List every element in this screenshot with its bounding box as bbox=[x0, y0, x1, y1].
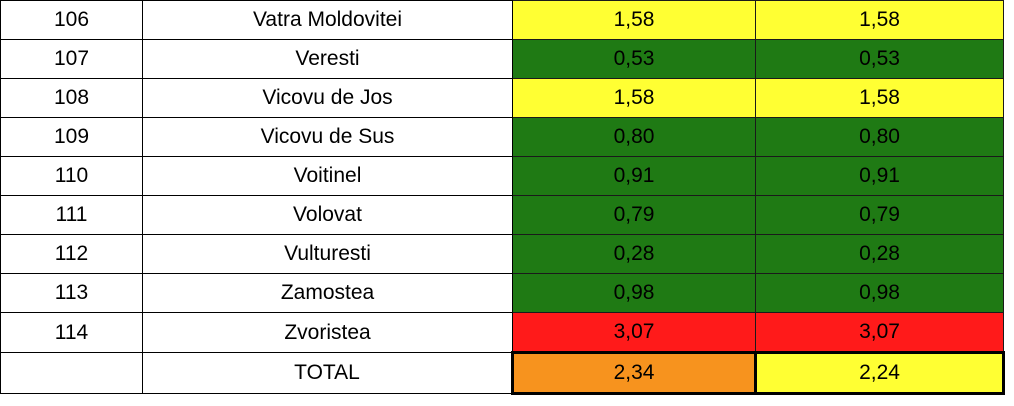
row-number-cell[interactable]: 110 bbox=[0, 156, 143, 196]
locality-name-cell[interactable]: Veresti bbox=[142, 39, 513, 79]
value-cell-1[interactable]: 0,79 bbox=[512, 195, 756, 235]
row-number-cell[interactable]: 114 bbox=[0, 312, 143, 353]
row-number-cell[interactable]: 113 bbox=[0, 273, 143, 313]
gridline-column bbox=[1003, 312, 1014, 353]
table-row: 111 Volovat 0,79 0,79 bbox=[0, 195, 1014, 235]
value-cell-1[interactable]: 0,28 bbox=[512, 234, 756, 274]
value-cell-2[interactable]: 3,07 bbox=[755, 312, 1004, 353]
value-cell-1[interactable]: 0,98 bbox=[512, 273, 756, 313]
table-row: 109 Vicovu de Sus 0,80 0,80 bbox=[0, 117, 1014, 157]
table-row: 106 Vatra Moldovitei 1,58 1,58 bbox=[0, 0, 1014, 40]
row-number-cell[interactable] bbox=[0, 352, 143, 394]
total-row: TOTAL 2,34 2,24 bbox=[0, 351, 1014, 395]
locality-name-cell[interactable]: Vicovu de Jos bbox=[142, 78, 513, 118]
value-cell-2[interactable]: 2,24 bbox=[754, 351, 1005, 395]
value-cell-2[interactable]: 0,80 bbox=[755, 117, 1004, 157]
gridline-column bbox=[1003, 156, 1014, 196]
row-number-cell[interactable]: 109 bbox=[0, 117, 143, 157]
value-cell-2[interactable]: 0,79 bbox=[755, 195, 1004, 235]
gridline-column bbox=[1003, 195, 1014, 235]
table-row: 113 Zamostea 0,98 0,98 bbox=[0, 273, 1014, 313]
value-cell-2[interactable]: 0,53 bbox=[755, 39, 1004, 79]
value-cell-2[interactable]: 0,91 bbox=[755, 156, 1004, 196]
locality-name-cell[interactable]: Volovat bbox=[142, 195, 513, 235]
row-number-cell[interactable]: 107 bbox=[0, 39, 143, 79]
value-cell-2[interactable]: 0,28 bbox=[755, 234, 1004, 274]
gridline-column bbox=[1003, 273, 1014, 313]
table-row: 110 Voitinel 0,91 0,91 bbox=[0, 156, 1014, 196]
table-row: 107 Veresti 0,53 0,53 bbox=[0, 39, 1014, 79]
table-body: 106 Vatra Moldovitei 1,58 1,58 107 Veresti 0,5… bbox=[0, 0, 1014, 395]
locality-name-cell[interactable]: Vulturesti bbox=[142, 234, 513, 274]
gridline-column bbox=[1003, 78, 1014, 118]
value-cell-2[interactable]: 1,58 bbox=[755, 0, 1004, 40]
locality-name-cell[interactable]: Vatra Moldovitei bbox=[142, 0, 513, 40]
value-cell-1[interactable]: 0,80 bbox=[512, 117, 756, 157]
locality-name-cell[interactable]: TOTAL bbox=[142, 352, 513, 394]
gridline-column bbox=[1003, 352, 1014, 394]
row-number-cell[interactable]: 106 bbox=[0, 0, 143, 40]
data-table: 106 Vatra Moldovitei 1,58 1,58 107 Veresti 0,5… bbox=[0, 0, 1014, 395]
locality-name-cell[interactable]: Voitinel bbox=[142, 156, 513, 196]
value-cell-1[interactable]: 1,58 bbox=[512, 78, 756, 118]
value-cell-2[interactable]: 1,58 bbox=[755, 78, 1004, 118]
row-number-cell[interactable]: 108 bbox=[0, 78, 143, 118]
row-number-cell[interactable]: 112 bbox=[0, 234, 143, 274]
value-cell-1[interactable]: 0,53 bbox=[512, 39, 756, 79]
table-row: 114 Zvoristea 3,07 3,07 bbox=[0, 312, 1014, 353]
table-row: 108 Vicovu de Jos 1,58 1,58 bbox=[0, 78, 1014, 118]
value-cell-1[interactable]: 3,07 bbox=[512, 312, 756, 353]
value-cell-2[interactable]: 0,98 bbox=[755, 273, 1004, 313]
row-number-cell[interactable]: 111 bbox=[0, 195, 143, 235]
gridline-column bbox=[1003, 0, 1014, 40]
gridline-column bbox=[1003, 117, 1014, 157]
value-cell-1[interactable]: 0,91 bbox=[512, 156, 756, 196]
table-row: 112 Vulturesti 0,28 0,28 bbox=[0, 234, 1014, 274]
gridline-column bbox=[1003, 234, 1014, 274]
locality-name-cell[interactable]: Zamostea bbox=[142, 273, 513, 313]
locality-name-cell[interactable]: Zvoristea bbox=[142, 312, 513, 353]
locality-name-cell[interactable]: Vicovu de Sus bbox=[142, 117, 513, 157]
value-cell-1[interactable]: 1,58 bbox=[512, 0, 756, 40]
value-cell-1[interactable]: 2,34 bbox=[511, 351, 757, 395]
gridline-column bbox=[1003, 39, 1014, 79]
